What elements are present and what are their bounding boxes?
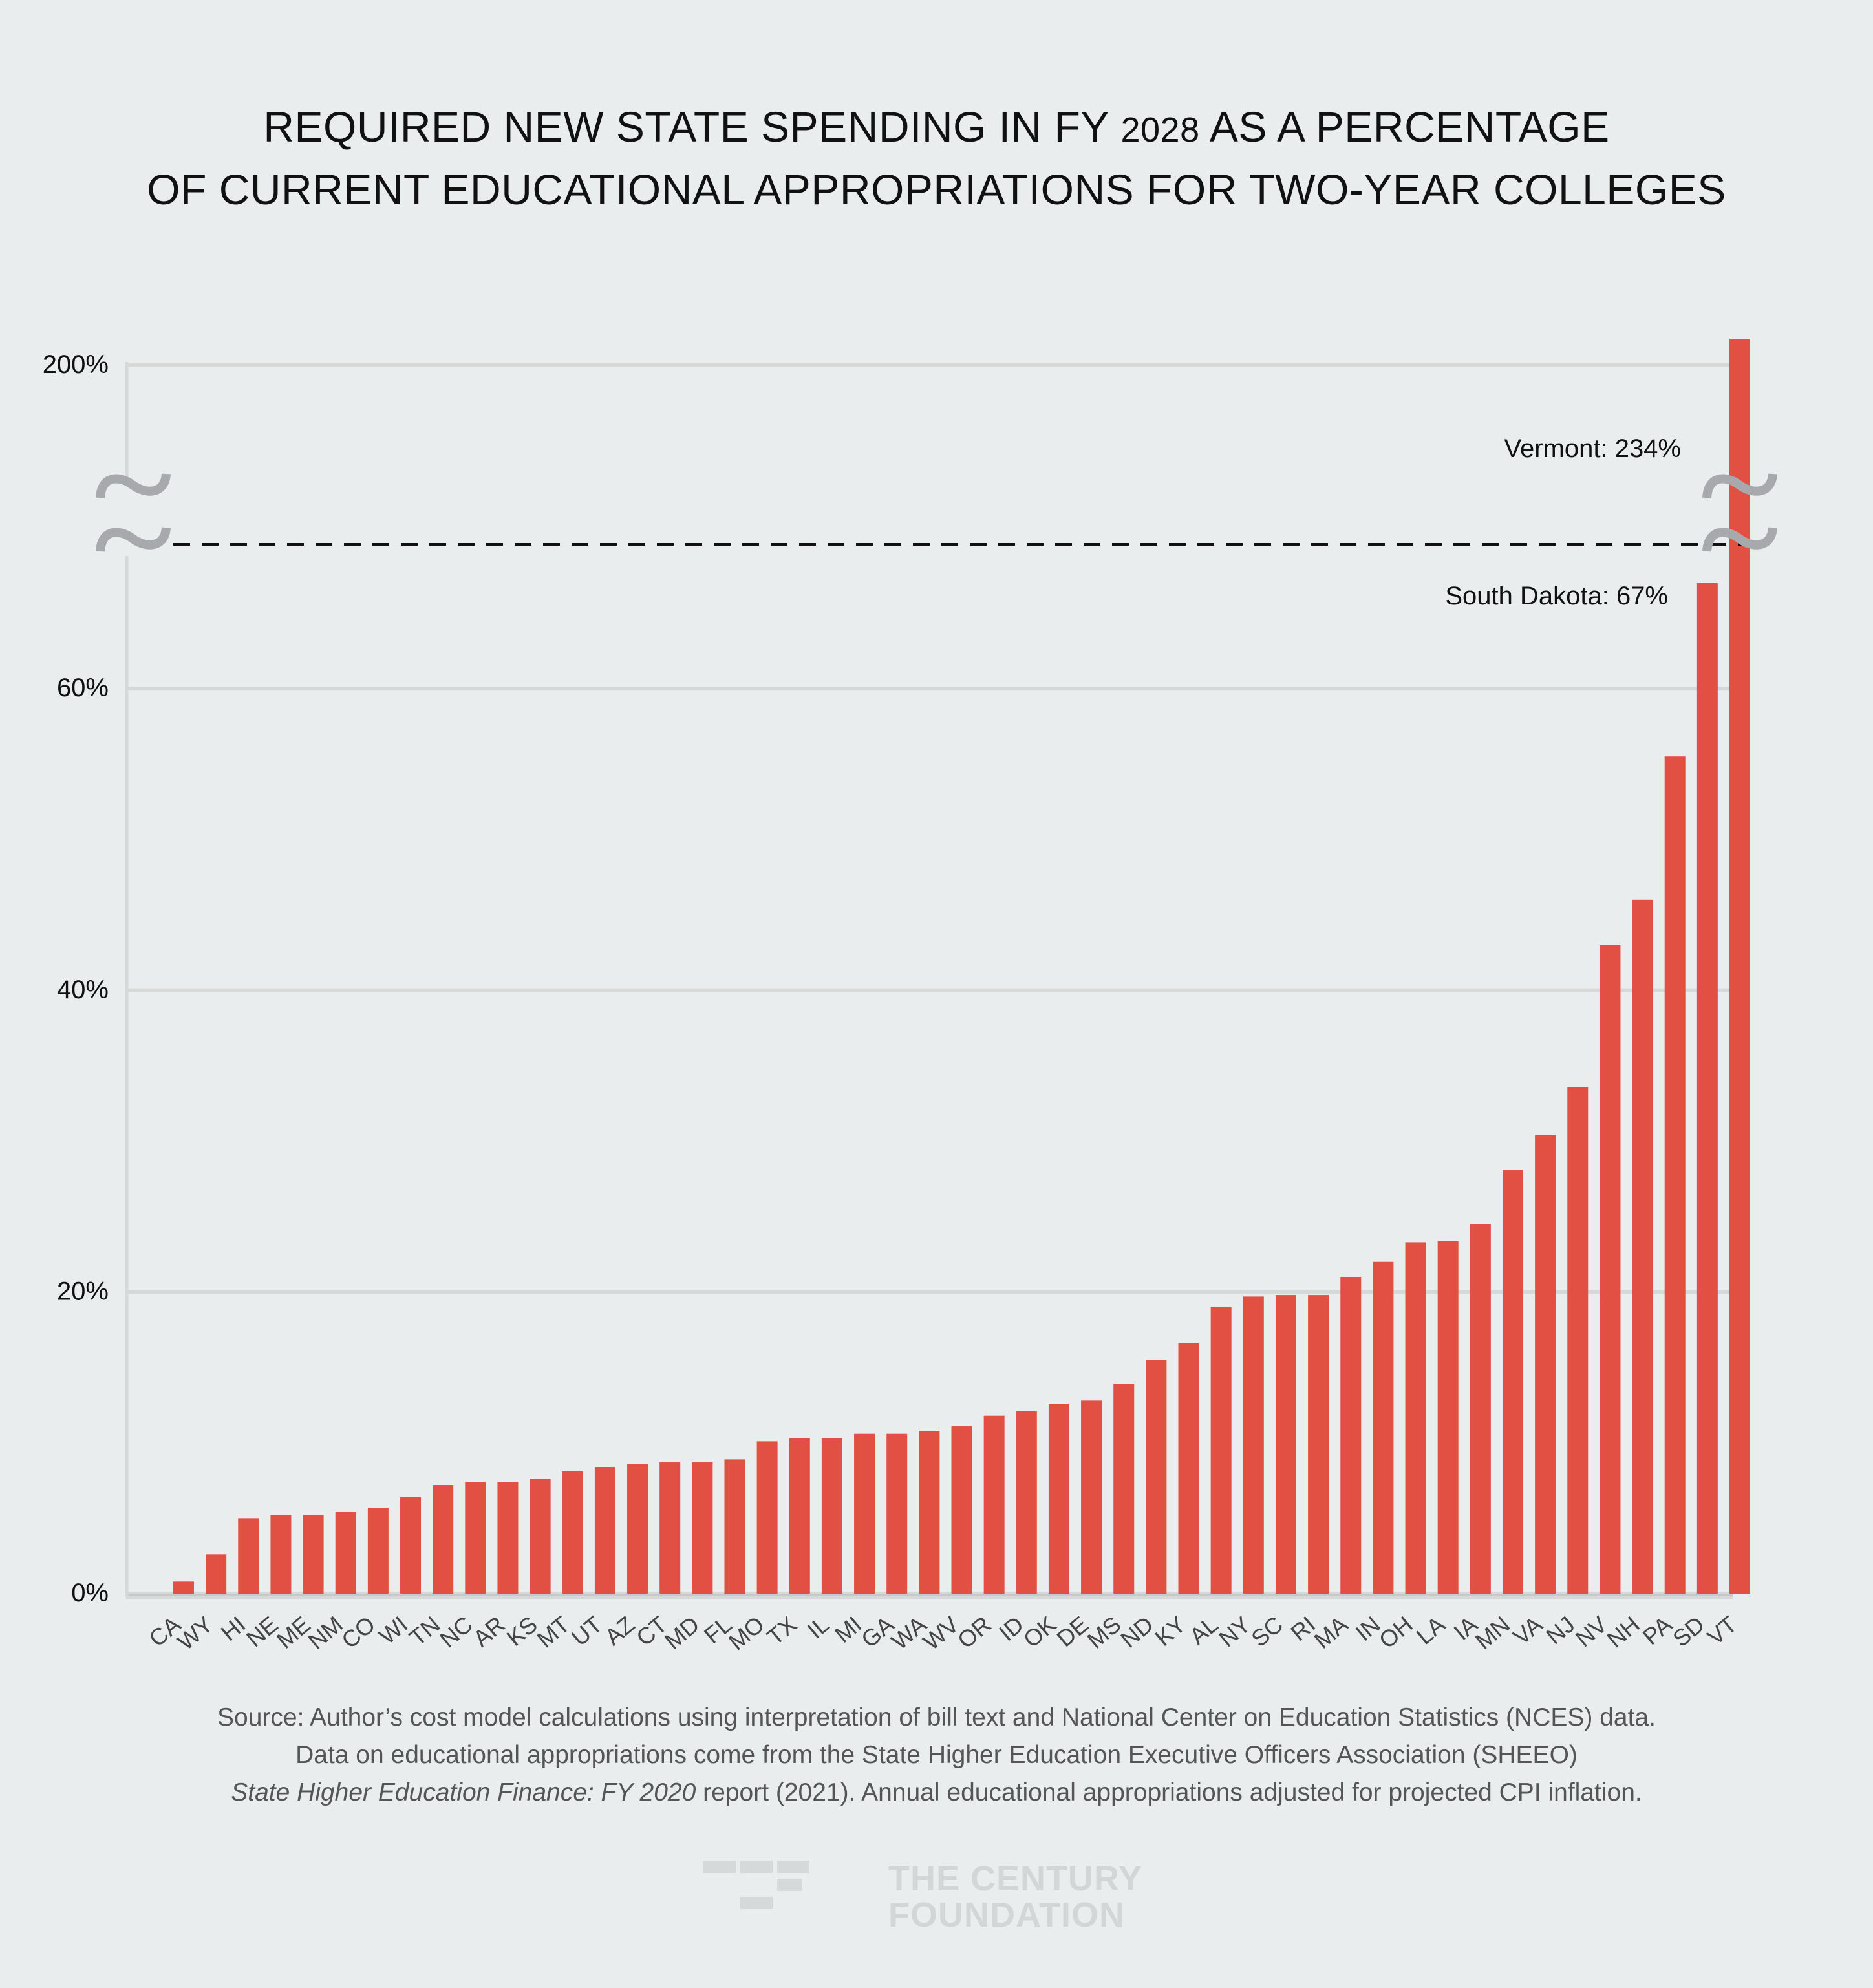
annotation-vermont: Vermont: 234% — [1504, 434, 1682, 463]
bar-sd — [1696, 583, 1718, 1594]
bar-ga — [886, 1433, 908, 1594]
bar-ar — [497, 1482, 519, 1594]
bar-nv — [1600, 945, 1621, 1594]
source-line-1: Source: Author’s cost model calculations… — [217, 1704, 1656, 1731]
bar-ia — [1470, 1224, 1491, 1594]
x-tick-label: KY — [1150, 1611, 1191, 1651]
bar-ny — [1243, 1296, 1264, 1594]
logo-mark-bar — [740, 1897, 773, 1909]
logo-mark-bar — [777, 1861, 809, 1873]
x-tick-label: VT — [1702, 1611, 1742, 1651]
bar-ky — [1178, 1343, 1199, 1594]
logo-mark-bar — [740, 1861, 773, 1873]
bar-tx — [789, 1438, 810, 1594]
century-foundation-logo: THE CENTURY FOUNDATION — [703, 1859, 1169, 1934]
axis-break-squiggle-icon — [96, 526, 171, 552]
chart-title-line-2: OF CURRENT EDUCATIONAL APPROPRIATIONS FO… — [147, 166, 1726, 213]
bar-me — [303, 1515, 324, 1594]
bar-co — [367, 1508, 389, 1594]
bar-mi — [854, 1433, 875, 1594]
bar-nh — [1632, 899, 1653, 1594]
bar-sc — [1275, 1295, 1296, 1594]
x-tick-label: LA — [1411, 1611, 1450, 1650]
gridlines — [126, 363, 1733, 1599]
chart-title: REQUIRED NEW STATE SPENDING IN FY 2028 A… — [0, 97, 1873, 219]
bar-ri — [1308, 1295, 1329, 1594]
bar-tn — [433, 1485, 454, 1594]
axis-break-squiggle-icon — [96, 473, 171, 498]
bar-mt — [562, 1471, 583, 1594]
x-tick-label: NH — [1602, 1611, 1645, 1653]
bar-id — [1016, 1411, 1037, 1594]
bar-chart: 0% 20% 40% 60% 200% CAWYHINEMENMCOWITNNCARKS… — [43, 339, 1777, 1656]
x-tick-label: CO — [336, 1611, 380, 1654]
source-line-2: Data on educational appropriations come … — [295, 1741, 1578, 1769]
x-tick-label: MD — [659, 1611, 704, 1654]
bar-nj — [1567, 1087, 1589, 1594]
annotation-south-dakota: South Dakota: 67% — [1445, 582, 1668, 610]
source-note: Source: Author’s cost model calculations… — [0, 1699, 1873, 1812]
x-tick-label: MO — [723, 1611, 769, 1656]
x-tick-label: SC — [1246, 1611, 1288, 1652]
bar-md — [692, 1462, 713, 1594]
bar-ok — [1048, 1404, 1069, 1594]
y-tick-label: 40% — [57, 976, 109, 1004]
logo-mark-bar — [703, 1861, 736, 1873]
x-tick-label: OR — [952, 1611, 996, 1654]
chart-title-line-1: REQUIRED NEW STATE SPENDING IN FY 2028 A… — [263, 103, 1610, 151]
x-tick-label: OH — [1374, 1611, 1418, 1654]
logo-wordmark: THE CENTURY FOUNDATION — [888, 1859, 1143, 1934]
bar-va — [1535, 1135, 1556, 1594]
bar-or — [983, 1415, 1005, 1594]
bar-ne — [270, 1515, 292, 1594]
bar-hi — [238, 1518, 259, 1594]
axis-break-marks — [96, 473, 1777, 552]
bar-wa — [919, 1431, 940, 1594]
bar-mo — [756, 1441, 778, 1594]
bar-ks — [530, 1479, 551, 1594]
bar-pa — [1664, 756, 1686, 1594]
bars — [173, 339, 1750, 1594]
bar-mn — [1502, 1170, 1523, 1594]
bar-la — [1437, 1241, 1459, 1594]
bar-nd — [1146, 1360, 1167, 1594]
axis-break-squiggle-icon — [1702, 526, 1777, 552]
bar-ut — [594, 1467, 615, 1594]
bar-ma — [1340, 1277, 1362, 1594]
bar-ca — [173, 1581, 194, 1594]
x-tick-label: TX — [762, 1611, 802, 1651]
bar-de — [1081, 1400, 1102, 1594]
bar-wv — [951, 1426, 972, 1594]
x-tick-label: MA — [1309, 1611, 1353, 1654]
bar-wy — [206, 1554, 227, 1594]
annotations: Vermont: 234% South Dakota: 67% — [1445, 434, 1681, 610]
bar-vt — [1729, 339, 1750, 1594]
source-line-3: State Higher Education Finance: FY 2020 … — [231, 1779, 1642, 1806]
y-tick-label: 200% — [43, 350, 109, 379]
bar-il — [821, 1438, 842, 1594]
y-axis: 0% 20% 40% 60% 200% — [43, 350, 129, 1607]
bar-al — [1210, 1307, 1232, 1594]
x-axis: CAWYHINEMENMCOWITNNCARKSMTUTAZCTMDFLMOTX… — [144, 1611, 1742, 1656]
y-tick-label: 60% — [57, 674, 109, 702]
bar-fl — [724, 1459, 745, 1594]
bar-wi — [400, 1497, 422, 1594]
bar-in — [1373, 1261, 1394, 1594]
bar-oh — [1405, 1242, 1426, 1594]
y-tick-label: 0% — [71, 1579, 109, 1607]
x-tick-label: MN — [1470, 1611, 1515, 1654]
axis-break-squiggle-icon — [1702, 473, 1777, 498]
logo-mark-bar — [777, 1879, 802, 1891]
bar-ms — [1113, 1384, 1135, 1594]
y-tick-label: 20% — [57, 1277, 109, 1305]
bar-ct — [659, 1462, 681, 1594]
bar-az — [627, 1464, 648, 1594]
bar-nc — [465, 1482, 486, 1594]
x-tick-label: WY — [173, 1611, 219, 1656]
bar-nm — [335, 1512, 356, 1594]
